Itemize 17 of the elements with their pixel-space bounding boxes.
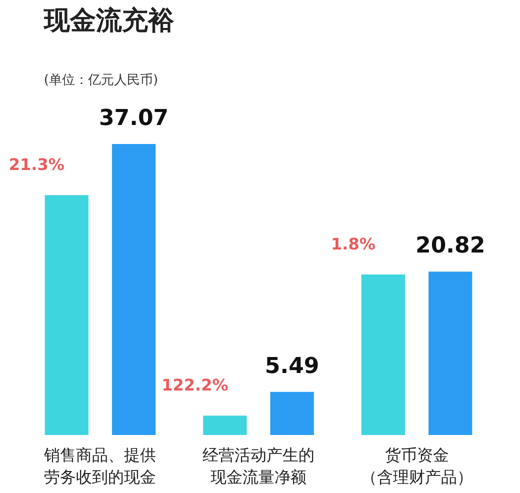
- bar: [428, 272, 472, 435]
- annotation: 1.8%: [331, 234, 376, 254]
- x-tick-label: 经营活动产生的现金流量净额: [202, 446, 314, 486]
- data-label: 5.49: [264, 354, 320, 379]
- annotation: 122.2%: [162, 376, 228, 395]
- chart-title: 现金流充裕: [42, 6, 175, 36]
- annotation: 21.3%: [8, 155, 64, 174]
- data-label: 20.82: [416, 234, 486, 259]
- bar: [112, 144, 156, 435]
- x-tick-label: 货币资金（含理财产品）: [360, 446, 473, 486]
- data-label: 37.07: [99, 106, 169, 131]
- bar: [270, 392, 314, 435]
- bar: [361, 274, 406, 435]
- chart-subtitle: (单位：亿元人民币): [44, 73, 158, 88]
- bar: [203, 416, 247, 435]
- bar: [44, 195, 88, 435]
- x-tick-label: 销售商品、提供劳务收到的现金: [43, 446, 156, 486]
